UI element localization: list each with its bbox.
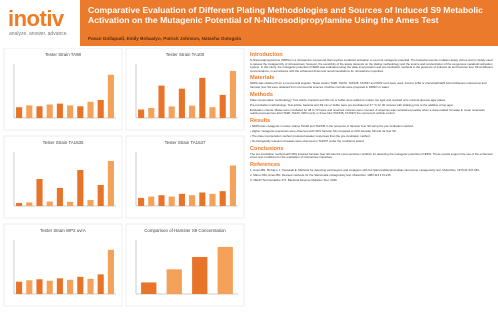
- bar: [77, 106, 84, 118]
- chart-title: Tester Strain TA100: [166, 52, 205, 57]
- section-text: Pre-incubation methodology: Test article…: [250, 102, 454, 107]
- bar: [67, 105, 74, 118]
- bar: [77, 170, 84, 206]
- bar: [87, 101, 94, 118]
- bar: [168, 106, 175, 118]
- section-text: Evaluation criteria: Plates were incubat…: [250, 107, 485, 116]
- bar: [107, 249, 114, 294]
- bar: [148, 196, 155, 206]
- bar: [217, 246, 233, 294]
- bar: [219, 94, 226, 118]
- bar: [178, 193, 185, 206]
- bar: [209, 107, 216, 118]
- chart-title: Tester Strain TA1537: [165, 140, 206, 145]
- bar: [229, 165, 236, 206]
- section-text: • Higher mutagenic responses were observ…: [250, 129, 397, 134]
- bar: [56, 188, 63, 206]
- bar: [141, 282, 157, 294]
- section-heading: Conclusions: [250, 145, 284, 152]
- bar: [229, 70, 236, 118]
- bar: [158, 195, 165, 206]
- logo-box: inotiv analyze. answer. advance.: [0, 0, 80, 46]
- bar: [199, 77, 206, 118]
- chart-title: Comparison of Hamster S9 Concentration: [144, 228, 226, 233]
- bar: [87, 200, 94, 206]
- chart-title: Tester Strain WP2 uvrA: [40, 228, 86, 233]
- bar: [199, 192, 206, 206]
- bar: [107, 74, 114, 118]
- bar: [192, 256, 208, 294]
- bar: [46, 280, 53, 294]
- section-text: 2. Maron DM, Ames BN. Revised methods fo…: [250, 173, 392, 178]
- bar: [138, 109, 145, 118]
- bar: [36, 179, 43, 206]
- bar: [67, 201, 74, 206]
- bar: [87, 278, 94, 294]
- chart-title: Tester Strain TA1535: [43, 140, 84, 145]
- bar: [36, 106, 43, 118]
- bar: [168, 196, 175, 206]
- section-text: 1. Ames BN, McCann J, Yamasaki E. Method…: [250, 168, 480, 172]
- bar: [77, 276, 84, 294]
- bar: [97, 185, 104, 206]
- bar: [26, 202, 33, 206]
- bar: [46, 201, 53, 206]
- figures: Tester Strain TA98 Tester Strain TA100 Tes…: [3, 48, 245, 307]
- bar: [178, 88, 185, 118]
- section-text: • The plate incorporation method produce…: [250, 134, 371, 139]
- section-text: The pre-incubation method with 30% induc…: [250, 151, 493, 160]
- logo: inotiv: [8, 6, 64, 31]
- bar: [26, 280, 33, 294]
- bar: [189, 195, 196, 206]
- bar: [56, 103, 63, 118]
- authors: Pavan Gollapudi, Emily Bobaalyo, Patrick…: [88, 36, 241, 41]
- bar: [148, 107, 155, 118]
- section-heading: References: [250, 162, 281, 168]
- bar: [189, 105, 196, 118]
- bar: [56, 278, 63, 294]
- bar: [219, 191, 226, 206]
- bar: [36, 279, 43, 294]
- bar: [46, 104, 53, 118]
- section-text: • NDPA was mutagenic in tester strains T…: [250, 123, 414, 128]
- chart-title: Tester Strain TA98: [45, 52, 82, 57]
- bar: [97, 274, 104, 294]
- section-heading: Introduction: [250, 52, 283, 58]
- bar: [97, 100, 104, 118]
- section-heading: Results: [250, 117, 271, 124]
- bar: [26, 105, 33, 118]
- bar: [67, 279, 74, 294]
- bar: [16, 203, 23, 206]
- section-text: NDPA was obtained from a commercial supp…: [250, 81, 487, 89]
- text-column: Introduction N-Nitrosodipropylamine (NDPA…: [250, 50, 494, 318]
- bar: [158, 85, 165, 118]
- bar: [107, 161, 114, 206]
- bar: [16, 281, 23, 294]
- bar: [138, 197, 145, 206]
- bar: [209, 193, 216, 206]
- section-heading: Materials: [250, 75, 275, 82]
- section-text: N-Nitrosodipropylamine (NDPA) is a nitro…: [250, 58, 493, 73]
- section-text: • No biologically relevant increases wer…: [250, 139, 365, 144]
- bar: [166, 269, 182, 294]
- tagline: analyze. answer. advance.: [9, 31, 68, 37]
- poster-title: Comparative Evaluation of Different Plat…: [88, 5, 483, 25]
- section-text: Plate incorporation methodology: Test ar…: [250, 97, 446, 102]
- section-text: 3. OECD Test Guideline 471: Bacterial Re…: [250, 178, 338, 183]
- section-heading: Methods: [250, 91, 273, 98]
- bar: [16, 107, 23, 118]
- header: inotiv analyze. answer. advance. Compara…: [0, 0, 498, 46]
